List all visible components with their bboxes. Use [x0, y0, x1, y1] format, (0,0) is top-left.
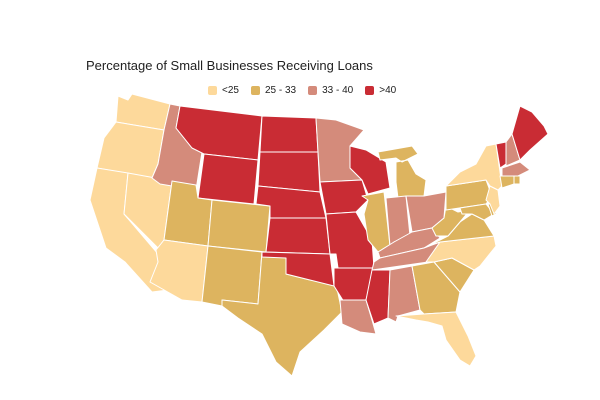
legend-label-25-33: 25 - 33: [264, 85, 297, 96]
state-ME[interactable]: [511, 105, 549, 161]
legend-item-33-40: 33 - 40: [308, 85, 353, 96]
state-MD[interactable]: [459, 203, 495, 221]
state-AZ[interactable]: [149, 239, 209, 303]
state-MI[interactable]: [377, 145, 427, 199]
state-OK[interactable]: [261, 251, 335, 287]
legend-item-gt40: >40: [365, 85, 396, 96]
legend: <25 25 - 33 33 - 40 >40: [208, 85, 396, 96]
legend-swatch-25-33: [250, 86, 260, 95]
legend-label-lt25: <25: [222, 85, 239, 96]
legend-label-33-40: 33 - 40: [322, 85, 354, 96]
legend-swatch-33-40: [308, 86, 318, 95]
state-IA[interactable]: [319, 179, 369, 215]
state-WI[interactable]: [349, 145, 391, 195]
legend-item-lt25: <25: [208, 85, 239, 96]
state-NM[interactable]: [201, 245, 263, 307]
state-KS[interactable]: [265, 217, 331, 255]
state-RI[interactable]: [513, 175, 521, 185]
legend-swatch-gt40: [365, 86, 375, 95]
legend-label-gt40: >40: [379, 85, 397, 96]
state-CO[interactable]: [207, 199, 271, 253]
state-SD[interactable]: [257, 151, 321, 193]
state-ND[interactable]: [259, 115, 319, 153]
map-title: Percentage of Small Businesses Receiving…: [86, 58, 373, 73]
legend-item-25-33: 25 - 33: [250, 85, 297, 96]
state-WY[interactable]: [197, 153, 259, 205]
state-IL[interactable]: [361, 191, 391, 253]
state-CT[interactable]: [499, 175, 515, 189]
state-NY[interactable]: [445, 143, 503, 191]
state-MS[interactable]: [365, 269, 391, 325]
state-MA[interactable]: [501, 161, 531, 177]
legend-swatch-lt25: [208, 86, 217, 95]
state-FL[interactable]: [395, 311, 477, 367]
